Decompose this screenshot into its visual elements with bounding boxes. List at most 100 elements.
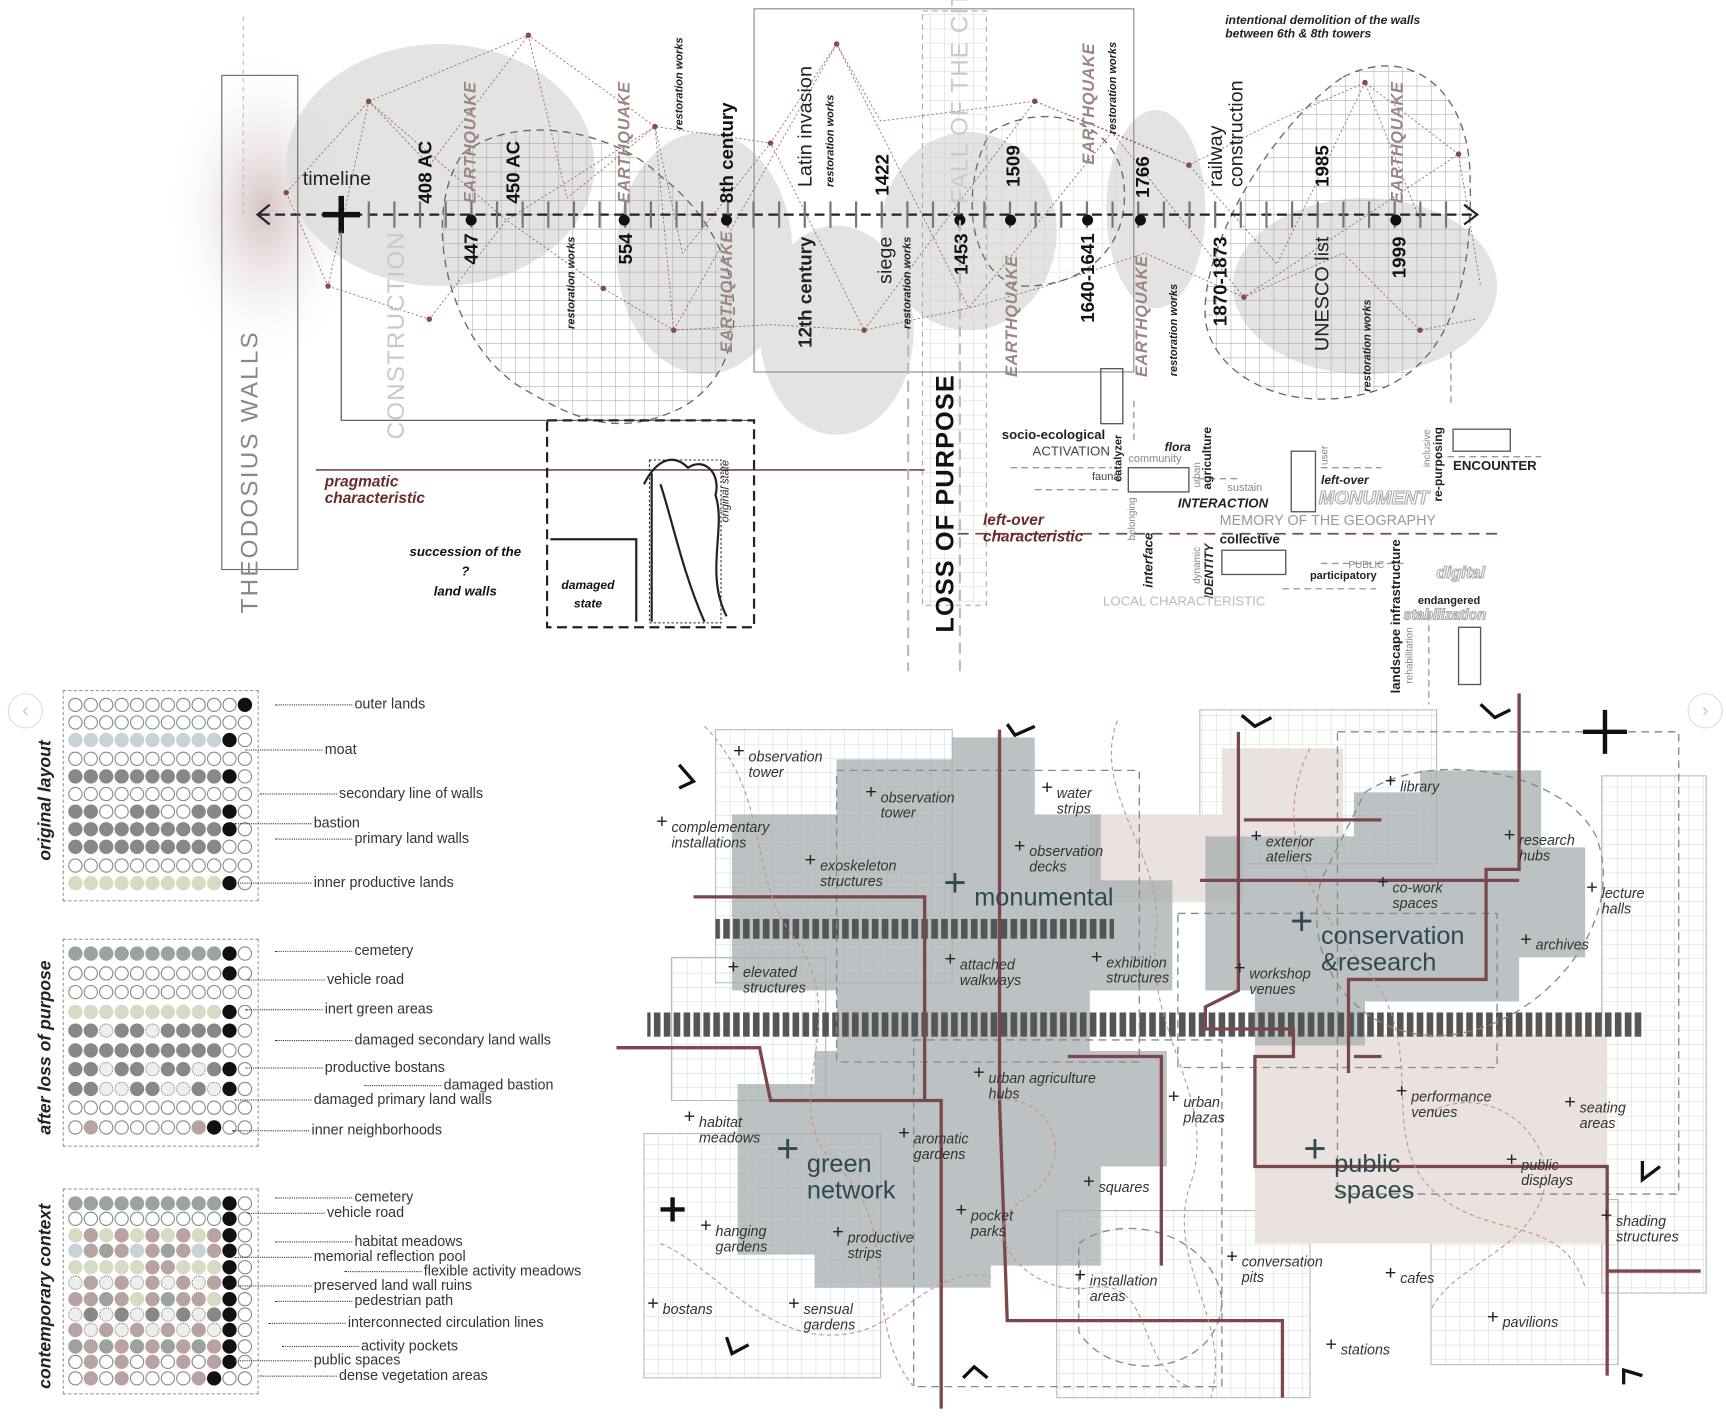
legend-dot <box>114 733 129 748</box>
legend-item: activity pockets <box>281 1337 459 1354</box>
map-program-label: + observation tower <box>865 780 954 821</box>
concept-endangered: endangered <box>1417 595 1481 608</box>
network-nodes <box>283 32 1462 333</box>
legend-dot <box>160 1323 176 1338</box>
timeline-event-dot <box>1390 214 1402 226</box>
legend-dot <box>206 768 222 784</box>
timeline-event-dot <box>465 214 477 226</box>
legend-dot <box>114 1227 129 1243</box>
legend-dot <box>68 965 83 980</box>
legend-dot <box>206 715 222 730</box>
legend-dot <box>206 1119 222 1135</box>
map-program-text: seating areas <box>1579 1099 1626 1132</box>
map-program-label: + cafes <box>1385 1261 1435 1287</box>
legend-item: interconnected circulation lines <box>268 1313 544 1331</box>
legend-dot <box>176 1307 191 1322</box>
legend-dot <box>114 965 129 980</box>
legend-dot <box>222 786 237 802</box>
legend-dot <box>160 1339 176 1354</box>
legend-dot <box>114 697 129 713</box>
legend-dot <box>160 804 176 819</box>
legend-dot <box>129 1339 145 1354</box>
legend-dot <box>68 1354 83 1370</box>
legend-dot <box>129 946 145 961</box>
legend-dot <box>222 840 237 855</box>
legend-dot <box>114 984 129 1000</box>
legend-dot <box>191 804 206 819</box>
legend-dot <box>206 840 222 855</box>
timeline-event-above: 408 AC <box>415 140 436 204</box>
legend-dot <box>222 1061 237 1077</box>
legend-dot <box>222 733 237 748</box>
legend-item: memorial reflection pool <box>234 1247 466 1265</box>
map-program-label: + bostans <box>647 1292 713 1318</box>
map-program-label: + pavilions <box>1487 1305 1558 1331</box>
legend-dot <box>83 1004 98 1019</box>
legend-dot <box>99 1339 114 1354</box>
map-program-text: water strips <box>1056 784 1092 817</box>
legend-dot <box>129 822 145 837</box>
map-program-text: performance venues <box>1411 1088 1492 1121</box>
legend-dot <box>129 697 145 713</box>
next-slide-button[interactable]: › <box>1687 693 1723 729</box>
legend-dot <box>176 733 191 748</box>
legend-dot <box>206 697 222 713</box>
legend-dot <box>222 1243 237 1259</box>
map-program-label: + pocket parks <box>955 1199 1013 1240</box>
concept-rehabilitation: rehabilitation <box>1403 627 1415 684</box>
legend-dot <box>68 1275 83 1290</box>
loss-of-purpose: LOSS OF PURPOSE <box>930 374 959 633</box>
concept-stabilization: stabilization <box>1403 606 1487 623</box>
legend-dot <box>191 1339 206 1354</box>
succession-caption: succession of the ? land walls <box>409 543 522 599</box>
legend-dot <box>145 1100 160 1115</box>
legend-dot <box>176 1212 191 1227</box>
legend-dot <box>191 1291 206 1306</box>
prev-slide-button[interactable]: ‹ <box>7 693 43 729</box>
map-program-label: + hanging gardens <box>700 1214 767 1255</box>
legend-dot <box>160 1370 176 1386</box>
legend-dot <box>191 733 206 748</box>
legend-item: bastion <box>234 814 360 831</box>
legend-dot <box>222 857 237 873</box>
legend-dot <box>145 965 160 980</box>
legend-dot <box>176 1100 191 1115</box>
legend-dot <box>114 768 129 784</box>
legend-dot <box>83 804 98 819</box>
legend-dot <box>68 1061 83 1077</box>
legend-dot <box>160 822 176 837</box>
legend-dot <box>83 751 98 766</box>
legend-dot <box>68 984 83 1000</box>
legend-dot <box>176 875 191 891</box>
legend-dot <box>191 1212 206 1227</box>
map-program-label: + public displays <box>1506 1148 1573 1189</box>
legend-dot <box>176 1042 191 1058</box>
legend-dot <box>114 840 129 855</box>
legend-dot <box>114 1004 129 1019</box>
legend-dot <box>99 1354 114 1370</box>
legend-dot <box>176 1243 191 1259</box>
legend-dot <box>145 1339 160 1354</box>
legend-dot <box>191 1081 206 1096</box>
legend-dot <box>68 733 83 748</box>
plus-icon: + <box>1487 1305 1499 1328</box>
legend-dot <box>176 1354 191 1370</box>
zone-plus-icon: + <box>943 859 967 905</box>
legend-dot <box>191 875 206 891</box>
legend-dot <box>206 1323 222 1338</box>
concept-memory-of-geography: MEMORY OF THE GEOGRAPHY <box>1219 511 1436 529</box>
legend-title: original layout <box>36 739 56 861</box>
legend-dot <box>206 822 222 837</box>
map-program-label: + elevated structures <box>728 955 806 996</box>
legend-dot <box>222 1339 237 1354</box>
circulation-lines <box>616 693 1701 1409</box>
legend-dot <box>129 857 145 873</box>
map-program-text: productive strips <box>847 1229 914 1262</box>
map-program-label: + seating areas <box>1564 1091 1626 1132</box>
legend-dot <box>114 786 129 802</box>
legend-dot <box>145 1243 160 1259</box>
legend-dot <box>160 840 176 855</box>
legend-dot <box>176 1196 191 1211</box>
legend-dot <box>222 715 237 730</box>
legend-dot <box>206 1227 222 1243</box>
